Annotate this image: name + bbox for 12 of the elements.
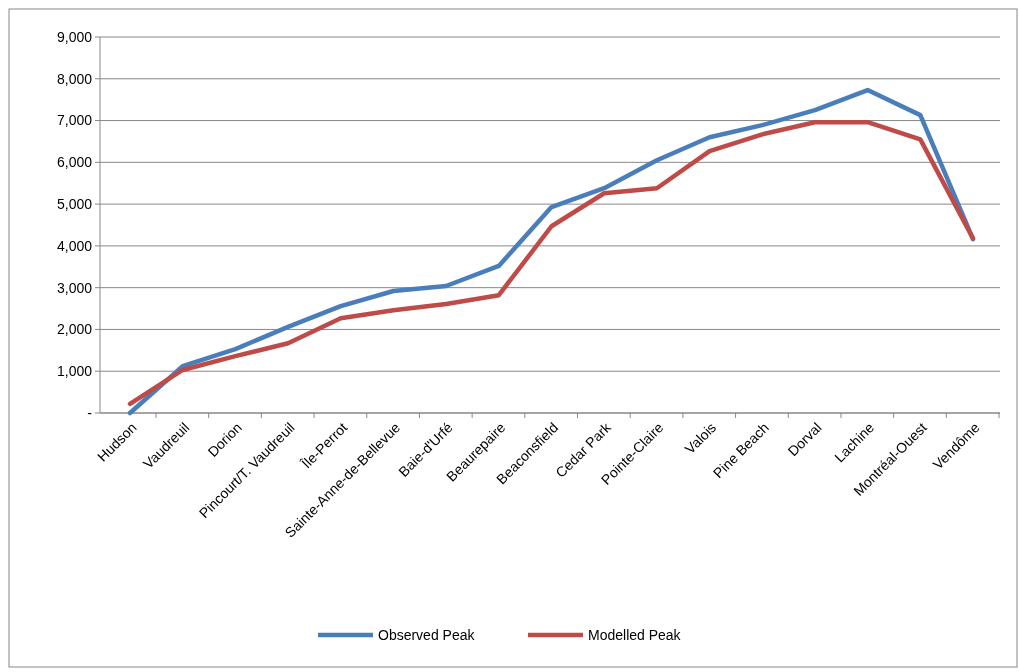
legend-label: Modelled Peak (588, 626, 682, 643)
legend-label: Observed Peak (378, 626, 476, 643)
y-tick-label: - (87, 404, 93, 421)
y-tick-label: 6,000 (56, 154, 93, 171)
y-tick-label: 4,000 (56, 237, 93, 254)
y-tick-label: 1,000 (56, 363, 93, 380)
y-tick-label: 3,000 (56, 279, 93, 296)
y-tick-label: 7,000 (56, 112, 93, 129)
y-tick-label: 5,000 (56, 196, 93, 213)
y-tick-label: 8,000 (56, 70, 93, 87)
y-tick-label: 9,000 (56, 28, 93, 45)
y-tick-label: 2,000 (56, 321, 93, 338)
